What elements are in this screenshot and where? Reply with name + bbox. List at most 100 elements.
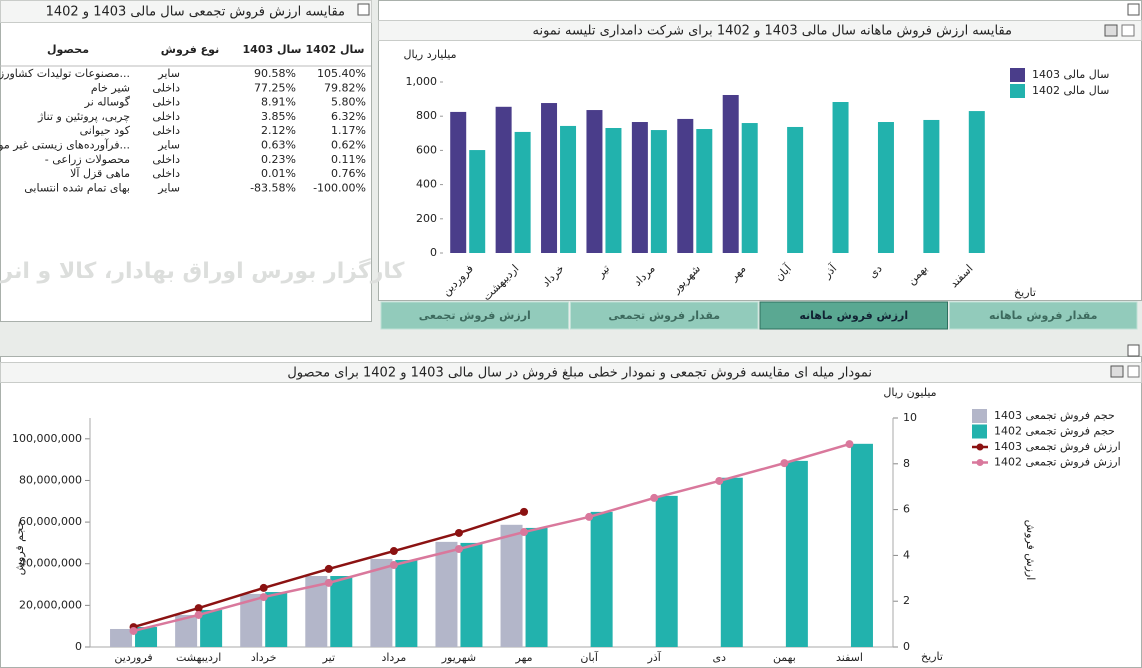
- bar: [850, 443, 873, 647]
- tab[interactable]: [380, 301, 569, 330]
- y2-tick-label: 8: [903, 457, 910, 470]
- point: [454, 528, 463, 537]
- y-tick-label: 600: [416, 143, 437, 156]
- table-cell: 0.23%: [261, 153, 296, 166]
- table-header: محصول: [47, 43, 89, 56]
- x-tick-label: بهمن: [773, 651, 796, 664]
- bar: [200, 609, 223, 647]
- tab[interactable]: [759, 301, 948, 330]
- maximize-icon[interactable]: [1127, 3, 1140, 16]
- point: [715, 476, 724, 485]
- table-cell: 0.62%: [331, 139, 366, 152]
- bar: [305, 576, 328, 647]
- tab[interactable]: [949, 301, 1138, 330]
- bar: [330, 576, 353, 647]
- legend-swatch: [972, 424, 987, 439]
- y-tick-label: 0: [75, 640, 82, 653]
- table-cell: 0.01%: [261, 167, 296, 180]
- y-tick-label: 200: [416, 212, 437, 225]
- table-cell: سایر: [157, 181, 180, 194]
- maximize-icon[interactable]: [357, 3, 370, 16]
- legend-swatch: [972, 409, 987, 423]
- table-cell: داخلی: [152, 110, 180, 123]
- tab-label[interactable]: مقدار فروش تجمعی: [608, 309, 720, 322]
- bar: [590, 511, 613, 647]
- table-cell: 90.58%: [254, 67, 296, 80]
- table-cell: 0.76%: [331, 167, 366, 180]
- bar: [110, 628, 133, 647]
- bar: [135, 627, 158, 647]
- bar: [631, 122, 648, 253]
- x-tick-label: آذر: [647, 650, 662, 664]
- bar: [785, 460, 808, 647]
- tab-label[interactable]: ارزش فروش تجمعی: [419, 309, 531, 322]
- table-cell: 77.25%: [254, 81, 296, 94]
- table-cell: -100.00%: [313, 181, 366, 194]
- x-tick-label: شهریور: [441, 651, 476, 664]
- bar: [240, 593, 263, 647]
- y-tick-label: 0: [430, 246, 437, 259]
- table-header: سال 1403: [243, 43, 302, 56]
- bar: [720, 477, 743, 647]
- bar: [696, 129, 713, 253]
- export-icon[interactable]: [1110, 365, 1124, 378]
- x-tick-label: اسفند: [836, 651, 863, 664]
- x-axis-label: تاریخ: [921, 650, 943, 663]
- x-tick-label: مهر: [515, 651, 533, 664]
- bar: [435, 541, 458, 647]
- tab-label[interactable]: ارزش فروش ماهانه: [799, 309, 908, 322]
- legend-label: حجم فروش تجمعی 1402: [994, 425, 1115, 438]
- legend-label: حجم فروش تجمعی 1403: [994, 409, 1115, 422]
- legend-label: سال مالی 1402: [1032, 84, 1109, 97]
- x-tick-label: دی: [713, 651, 727, 664]
- bar: [265, 592, 288, 647]
- point: [845, 440, 854, 449]
- table-title-bar: [0, 0, 372, 23]
- table-cell: 6.32%: [331, 110, 366, 123]
- table-cell: محصولات زراعی -: [45, 153, 130, 166]
- table-header: نوع فروش: [161, 43, 219, 56]
- y2-tick-label: 2: [903, 594, 910, 607]
- table-cell: 1.17%: [331, 124, 366, 137]
- bar: [500, 524, 523, 647]
- export-icon[interactable]: [1104, 24, 1118, 37]
- table-cell: شیر خام: [91, 81, 130, 94]
- y2-axis-label: ارزش فروش: [1024, 520, 1037, 581]
- table-cell: 8.91%: [261, 96, 296, 109]
- table-cell: چربی، پروتئین و تناژ: [37, 110, 130, 123]
- point: [194, 604, 203, 613]
- table-cell: داخلی: [152, 124, 180, 137]
- point: [194, 610, 203, 619]
- bar: [175, 614, 198, 647]
- bar: [722, 94, 739, 253]
- point: [259, 593, 268, 602]
- y-tick-label: 60,000,000: [19, 515, 82, 528]
- legend-label: ارزش فروش تجمعی 1403: [994, 440, 1121, 453]
- watermark: کارگزار بورس اوراق بهادار، کالا و انرژی: [0, 257, 405, 284]
- tab-label[interactable]: مقدار فروش ماهانه: [989, 309, 1097, 322]
- table-cell: سایر: [157, 67, 180, 80]
- tab[interactable]: [570, 301, 759, 330]
- point: [454, 544, 463, 553]
- close-icon[interactable]: [1127, 365, 1140, 378]
- bar: [450, 111, 467, 253]
- legend-swatch: [1010, 84, 1025, 98]
- chart-panel: [378, 0, 1142, 301]
- x-axis-label: تاریخ: [1014, 286, 1036, 299]
- table-cell: بهای تمام شده انتسابی: [24, 181, 130, 194]
- table-cell: 5.80%: [331, 96, 366, 109]
- x-tick-label: مرداد: [381, 651, 406, 664]
- point: [520, 528, 529, 537]
- y-tick-label: 800: [416, 109, 437, 122]
- point: [129, 626, 138, 635]
- table-cell: داخلی: [152, 81, 180, 94]
- close-icon[interactable]: [1121, 24, 1135, 37]
- series-line: [133, 442, 850, 633]
- table-cell: کود حیوانی: [80, 124, 131, 137]
- bar: [560, 125, 577, 253]
- table-cell: 0.11%: [331, 153, 366, 166]
- point: [324, 564, 333, 573]
- maximize-icon[interactable]: [1127, 344, 1140, 357]
- y2-tick-label: 6: [903, 503, 910, 516]
- y2-tick-label: 10: [903, 411, 917, 424]
